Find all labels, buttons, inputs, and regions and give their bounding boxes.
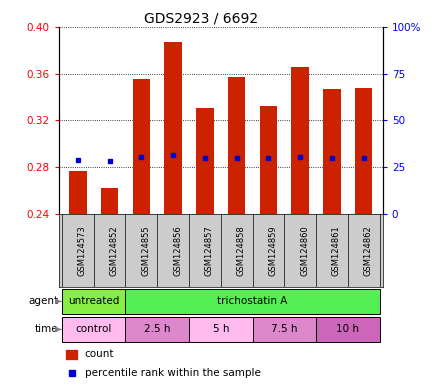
Bar <box>65 349 78 360</box>
Text: GSM124573: GSM124573 <box>78 225 87 276</box>
Bar <box>196 108 213 214</box>
Text: time: time <box>34 324 58 334</box>
Text: 7.5 h: 7.5 h <box>270 324 297 334</box>
Bar <box>132 79 150 214</box>
Text: GSM124862: GSM124862 <box>363 225 372 276</box>
Text: GSM124857: GSM124857 <box>204 225 214 276</box>
Title: GDS2923 / 6692: GDS2923 / 6692 <box>144 12 258 26</box>
Text: GSM124852: GSM124852 <box>109 225 118 275</box>
Text: 5 h: 5 h <box>212 324 228 334</box>
Bar <box>101 188 118 214</box>
Bar <box>62 289 125 314</box>
Text: count: count <box>85 349 114 359</box>
Bar <box>316 317 379 342</box>
Text: agent: agent <box>28 296 58 306</box>
Text: control: control <box>76 324 112 334</box>
Text: GSM124856: GSM124856 <box>173 225 182 276</box>
Bar <box>227 77 245 214</box>
Text: percentile rank within the sample: percentile rank within the sample <box>85 368 260 378</box>
Bar <box>188 317 252 342</box>
Text: 2.5 h: 2.5 h <box>144 324 170 334</box>
Bar <box>125 317 188 342</box>
Text: untreated: untreated <box>68 296 119 306</box>
Bar <box>291 66 308 214</box>
Text: GSM124859: GSM124859 <box>268 225 277 275</box>
Text: GSM124858: GSM124858 <box>236 225 245 276</box>
Bar <box>259 106 276 214</box>
Bar <box>125 289 379 314</box>
Bar <box>69 170 86 214</box>
Text: GSM124860: GSM124860 <box>299 225 309 276</box>
Text: GSM124855: GSM124855 <box>141 225 150 275</box>
Text: 10 h: 10 h <box>335 324 358 334</box>
Text: GSM124861: GSM124861 <box>331 225 340 276</box>
Bar <box>354 88 372 214</box>
Bar <box>252 317 316 342</box>
Bar <box>322 89 340 214</box>
Text: trichostatin A: trichostatin A <box>217 296 287 306</box>
Bar <box>62 317 125 342</box>
Bar <box>164 42 181 214</box>
